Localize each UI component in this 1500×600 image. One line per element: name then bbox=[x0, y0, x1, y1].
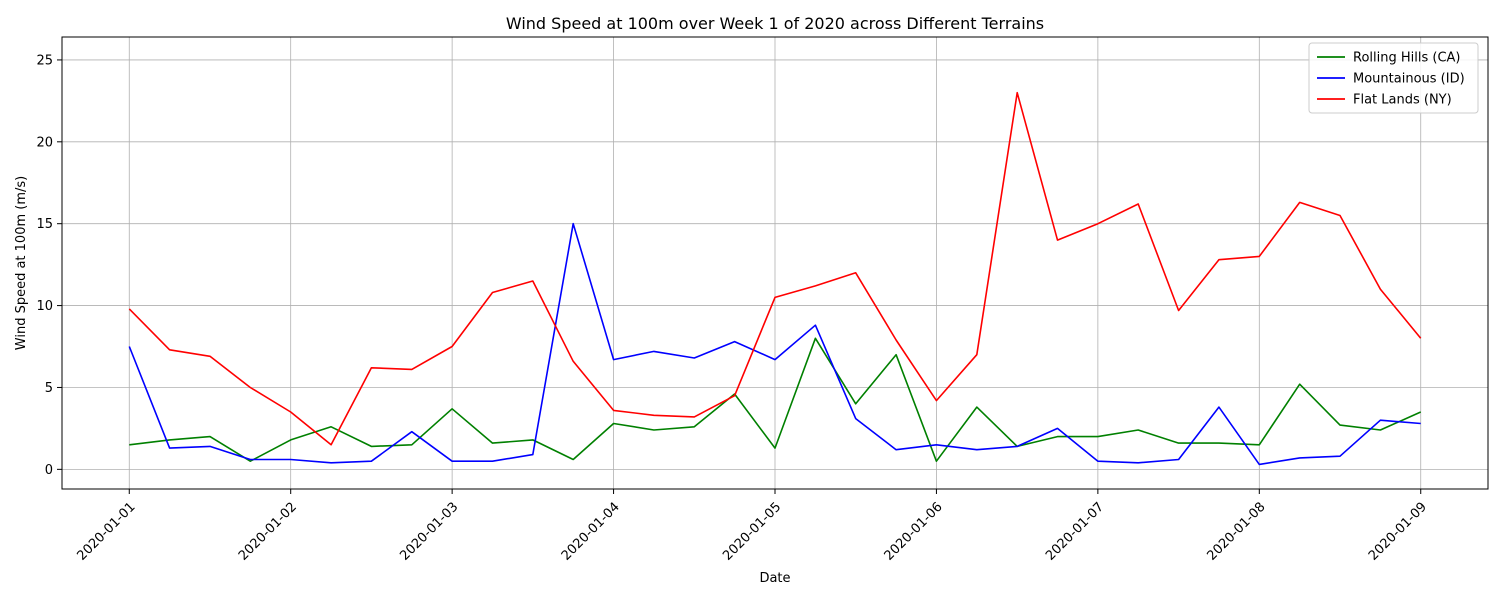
y-tick-label: 5 bbox=[45, 381, 53, 396]
x-tick-label: 2020-01-03 bbox=[397, 500, 461, 564]
y-tick-label: 10 bbox=[36, 299, 53, 314]
legend-box bbox=[1308, 42, 1479, 114]
y-axis-ticks: 0 5 10 15 20 25 bbox=[36, 53, 62, 478]
y-tick-label: 25 bbox=[36, 53, 53, 68]
y-tick-label: 0 bbox=[45, 463, 53, 478]
series-line-3 bbox=[128, 91, 1422, 446]
y-tick-label: 20 bbox=[36, 135, 53, 150]
y-tick-label: 15 bbox=[36, 217, 53, 232]
x-axis-ticks: 2020-01-01 2020-01-02 2020-01-03 2020-01-04… bbox=[74, 489, 1430, 564]
y-axis-label: Wind Speed at 100m (m/s) bbox=[14, 176, 29, 350]
x-tick-label: 2020-01-07 bbox=[1043, 500, 1107, 564]
legend-entry: Rolling Hills (CA) bbox=[1353, 51, 1461, 66]
x-tick-label: 2020-01-02 bbox=[236, 500, 300, 564]
grid bbox=[62, 37, 1488, 489]
legend-entry: Mountainous (ID) bbox=[1353, 72, 1465, 87]
x-tick-label: 2020-01-06 bbox=[882, 500, 946, 564]
x-axis-label: Date bbox=[759, 571, 790, 586]
x-tick-label: 2020-01-04 bbox=[559, 500, 623, 564]
x-tick-label: 2020-01-05 bbox=[720, 500, 784, 564]
x-tick-label: 2020-01-01 bbox=[74, 500, 138, 564]
x-tick-label: 2020-01-09 bbox=[1366, 500, 1430, 564]
series-line-1 bbox=[129, 337, 1422, 463]
x-tick-label: 2020-01-08 bbox=[1205, 500, 1269, 564]
series-group bbox=[128, 91, 1422, 466]
series-line-2 bbox=[128, 222, 1421, 466]
legend: Rolling Hills (CA) Mountainous (ID) Flat L… bbox=[1308, 42, 1479, 114]
chart-title: Wind Speed at 100m over Week 1 of 2020 a… bbox=[506, 14, 1044, 33]
legend-entry: Flat Lands (NY) bbox=[1353, 93, 1452, 108]
